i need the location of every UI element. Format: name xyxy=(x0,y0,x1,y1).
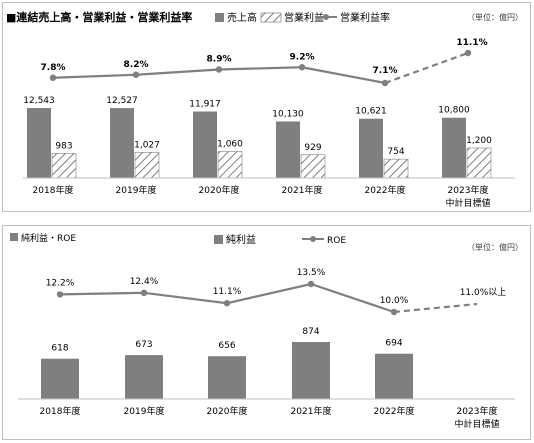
point-operating-margin xyxy=(49,74,57,81)
point-roe xyxy=(56,291,64,298)
legend-marker-operating-margin xyxy=(323,14,329,20)
label-sales: 10,130 xyxy=(272,109,304,119)
bar-sales xyxy=(276,121,300,178)
title-marker xyxy=(10,233,18,241)
chart-title: ■連結売上高・営業利益・営業利益率 xyxy=(6,10,192,24)
legend-label-roe: ROE xyxy=(327,236,346,246)
label-net-income: 874 xyxy=(302,327,319,337)
point-operating-margin xyxy=(464,49,472,57)
bar-sales xyxy=(442,117,466,178)
x-tick-label: 2021年度 xyxy=(282,184,323,196)
legend-label-operating-profit: 営業利益 xyxy=(284,11,324,24)
bar-operating-profit xyxy=(217,151,243,179)
label-roe: 11.0%以上 xyxy=(460,287,507,298)
label-roe: 12.4% xyxy=(130,277,159,287)
label-operating-profit: 983 xyxy=(55,141,72,151)
point-operating-margin xyxy=(298,64,306,71)
label-sales: 10,621 xyxy=(355,107,387,117)
legend-label-net-income: 純利益 xyxy=(226,233,256,246)
legend-swatch-sales xyxy=(215,13,224,22)
point-operating-margin xyxy=(381,79,389,87)
bar-operating-profit xyxy=(51,153,77,179)
bar-operating-profit xyxy=(300,154,326,179)
bar-operating-profit xyxy=(134,152,160,179)
bar-sales xyxy=(27,108,51,178)
label-operating-profit: 929 xyxy=(304,143,321,153)
label-operating-margin: 9.2% xyxy=(290,52,315,62)
chart-sales-operating-profit: ■連結売上高・営業利益・営業利益率 （単位：億円） 売上高 営業利益 営業利益率 12,5… xyxy=(6,10,523,209)
point-roe xyxy=(223,300,231,307)
x-tick-sublabel: 中計目標値 xyxy=(445,197,490,209)
label-net-income: 673 xyxy=(135,340,152,350)
x-tick-label: 2020年度 xyxy=(207,405,248,417)
bar-operating-profit xyxy=(383,158,409,179)
label-operating-profit: 1,027 xyxy=(134,140,160,150)
x-tick-label: 2021年度 xyxy=(291,405,332,417)
point-roe xyxy=(140,289,148,296)
legend-swatch-net-income xyxy=(214,235,223,244)
x-tick-label: 2022年度 xyxy=(365,184,406,196)
legend-label-operating-margin: 営業利益率 xyxy=(340,11,390,24)
bar-net-income xyxy=(125,355,163,399)
chart-panel-sales-operating-profit: ■連結売上高・営業利益・営業利益率 （単位：億円） 売上高 営業利益 営業利益率 12,5… xyxy=(2,2,531,212)
label-operating-profit: 1,200 xyxy=(466,136,492,146)
label-net-income: 618 xyxy=(51,344,68,354)
bar-net-income xyxy=(375,353,413,399)
bar-sales xyxy=(110,108,134,178)
bar-net-income xyxy=(292,342,330,399)
label-roe: 13.5% xyxy=(297,268,326,278)
chart-title: 純利益・ROE xyxy=(21,232,76,244)
x-tick-label: 2022年度 xyxy=(374,405,415,417)
chart-panel-net-income-roe: 純利益・ROE （単位：億円） 純利益 ROE 618 2018年度 673 2019年度 65… xyxy=(2,225,531,440)
label-operating-margin: 8.2% xyxy=(124,60,149,70)
point-roe xyxy=(307,280,315,288)
x-tick-label: 2023年度 xyxy=(457,405,498,417)
x-tick-label: 2018年度 xyxy=(40,405,81,417)
bar-net-income xyxy=(208,356,246,399)
label-net-income: 694 xyxy=(385,339,402,349)
bar-operating-profit xyxy=(466,147,492,179)
legend-label-sales: 売上高 xyxy=(227,11,257,24)
legend-swatch-operating-profit xyxy=(260,12,282,23)
x-tick-label: 2019年度 xyxy=(116,184,157,196)
label-roe: 12.2% xyxy=(46,278,75,288)
label-operating-margin: 7.1% xyxy=(373,66,398,76)
unit-note: （単位：億円） xyxy=(467,12,523,22)
legend-marker-roe xyxy=(310,236,316,242)
x-tick-label: 2019年度 xyxy=(124,405,165,417)
x-tick-label: 2023年度 xyxy=(448,184,489,196)
label-roe: 10.0% xyxy=(380,296,409,306)
x-tick-label: 2020年度 xyxy=(199,184,240,196)
x-tick-sublabel: 中計目標値 xyxy=(454,418,499,430)
bar-sales xyxy=(359,118,383,178)
x-tick-label: 2018年度 xyxy=(33,184,74,196)
bar-net-income xyxy=(41,358,79,399)
label-sales: 11,917 xyxy=(189,99,221,109)
label-operating-profit: 1,060 xyxy=(217,140,243,150)
label-sales: 12,527 xyxy=(106,96,138,106)
label-sales: 12,543 xyxy=(23,96,55,106)
label-net-income: 656 xyxy=(218,341,235,351)
point-operating-margin xyxy=(215,66,223,73)
bar-sales xyxy=(193,111,217,178)
label-sales: 10,800 xyxy=(438,106,470,116)
label-roe: 11.1% xyxy=(213,287,242,297)
label-operating-margin: 7.8% xyxy=(41,63,66,73)
unit-note: （単位：億円） xyxy=(467,242,523,252)
chart-net-income-roe: 純利益・ROE （単位：億円） 純利益 ROE 618 2018年度 673 2019年度 65… xyxy=(10,232,523,430)
label-operating-margin: 11.1% xyxy=(456,38,487,48)
label-operating-margin: 8.9% xyxy=(207,55,232,65)
label-operating-profit: 754 xyxy=(387,147,404,157)
point-operating-margin xyxy=(132,71,140,78)
line-operating-margin-target xyxy=(384,51,469,85)
line-roe-target xyxy=(393,302,478,314)
point-roe xyxy=(390,308,398,316)
